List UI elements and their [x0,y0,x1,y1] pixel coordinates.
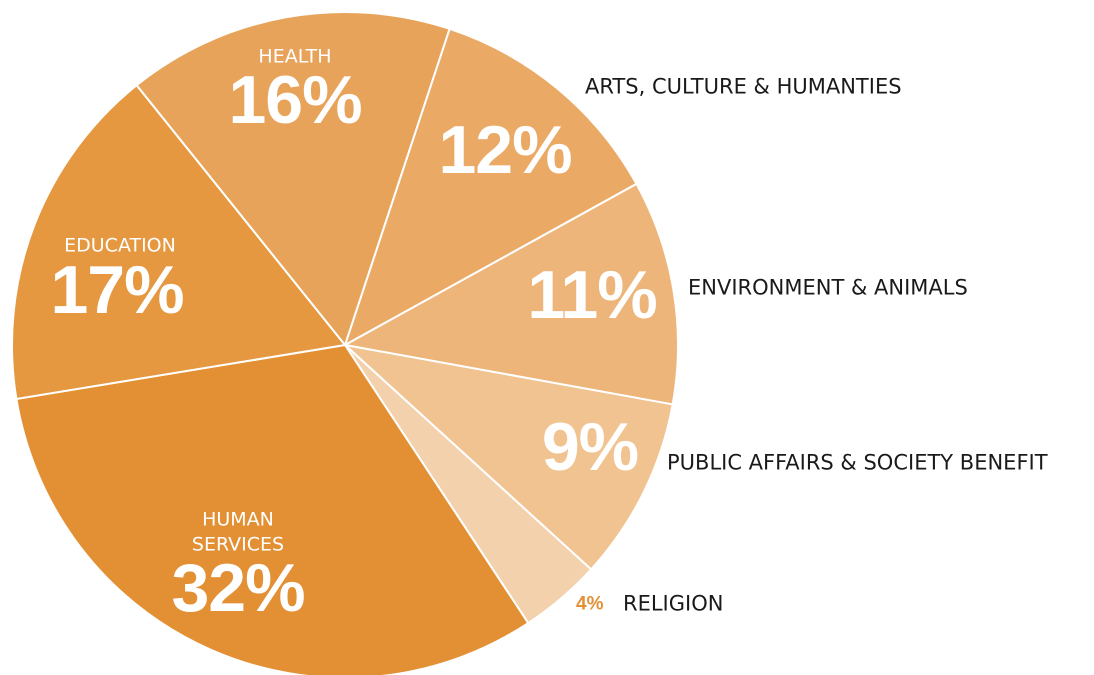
pie-slice [343,27,638,348]
value-label: 16% [228,62,362,138]
value-label: 11% [527,257,657,333]
slice-label: ENVIRONMENT & ANIMALS [688,275,968,300]
pie-slice [342,182,679,406]
value-label: 9% [541,409,639,485]
slice-label: PUBLIC AFFAIRS & SOCIETY BENEFIT [667,450,1048,475]
pie-slice [341,343,674,571]
pie-slice [135,11,451,348]
slice-label: HUMAN SERVICES [191,508,285,555]
value-label: 12% [438,112,572,188]
slice-label: HEALTH [258,45,332,68]
slice-label: ARTS, CULTURE & HUMANTIES [585,74,902,99]
slice-label: EDUCATION [64,234,176,257]
pie-slice [11,83,347,401]
slice-label: RELIGION [623,591,724,616]
value-label: 4% [576,593,604,615]
pie-slice [15,343,530,675]
value-label: 32% [171,550,305,626]
value-label: 17% [50,252,184,328]
